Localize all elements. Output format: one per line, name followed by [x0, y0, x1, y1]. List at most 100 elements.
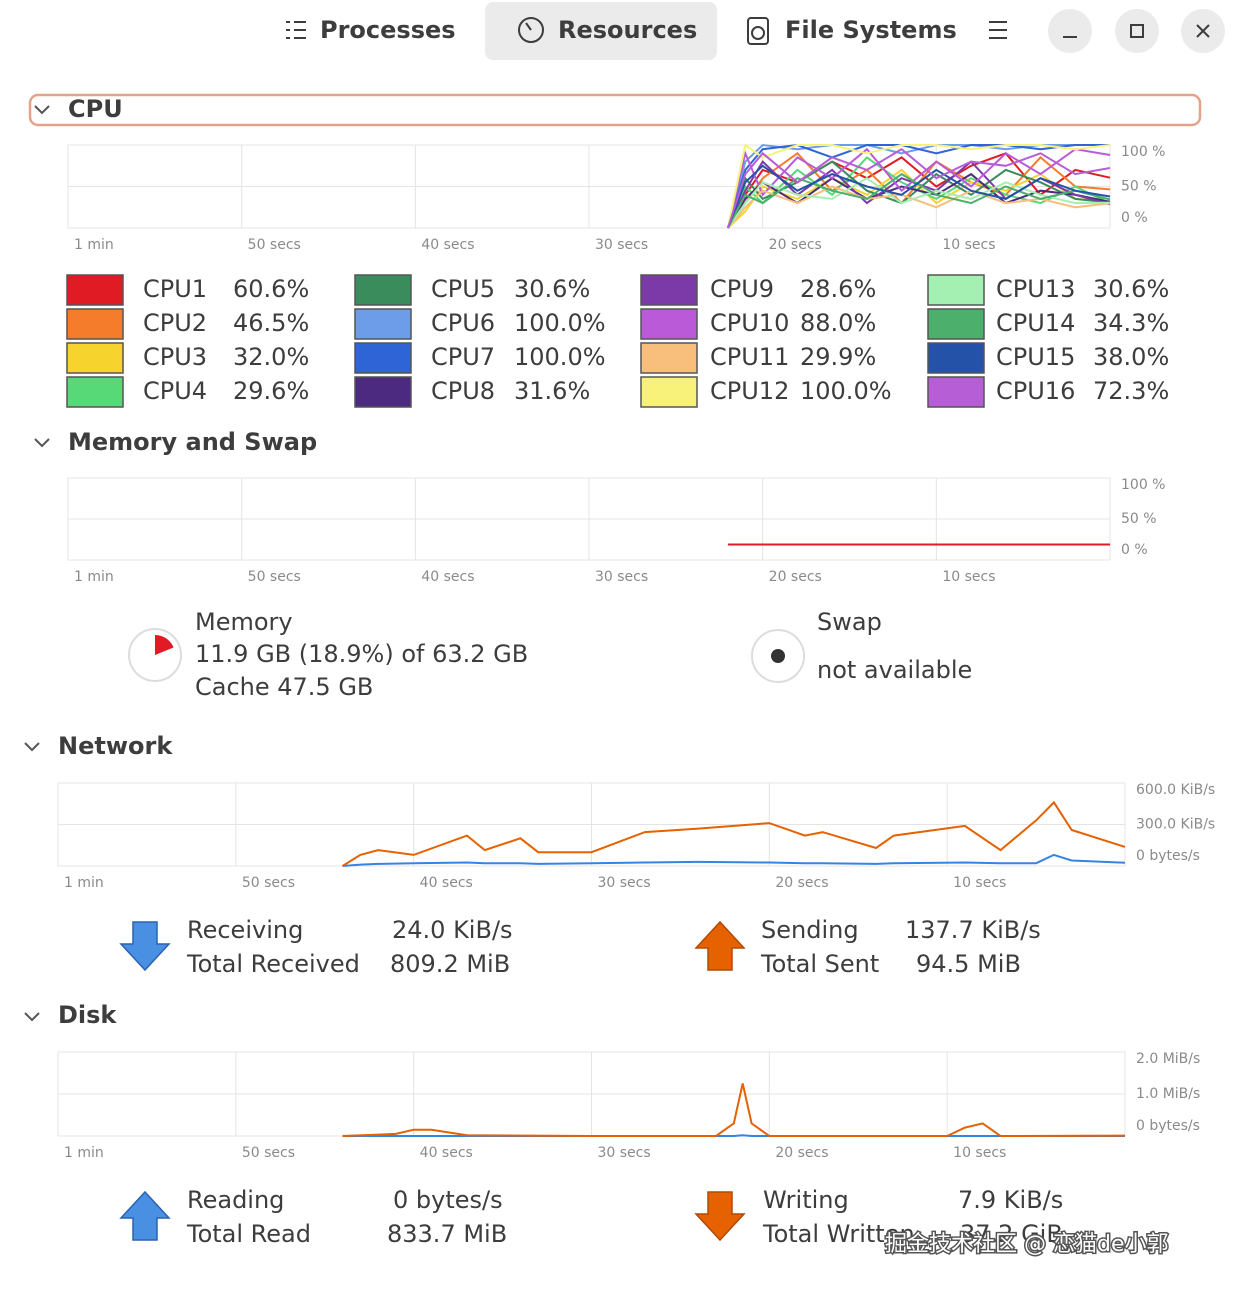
- tab[interactable]: Resources: [558, 16, 697, 44]
- series-line: [726, 164, 1111, 229]
- x-tick-label: 30 secs: [595, 569, 648, 585]
- x-tick-label: 20 secs: [775, 875, 828, 891]
- window-buttons[interactable]: [1048, 9, 1225, 53]
- y-tick-label: 100 %: [1121, 144, 1165, 160]
- legend-name: CPU15: [996, 343, 1075, 371]
- x-tick-label: 40 secs: [421, 237, 474, 253]
- series-line: [342, 1083, 1126, 1138]
- section-title[interactable]: Memory and Swap: [68, 428, 317, 456]
- legend-value: 46.5%: [233, 309, 309, 337]
- legend-value: 88.0%: [800, 309, 876, 337]
- x-tick-label: 50 secs: [248, 237, 301, 253]
- arrows: [119, 920, 746, 1242]
- y-tick-label: 50 %: [1121, 179, 1157, 195]
- y-tick-label: 0 %: [1121, 542, 1148, 558]
- tab[interactable]: File Systems: [785, 16, 957, 44]
- legend-swatch: [927, 308, 985, 340]
- legend-swatch: [354, 376, 412, 408]
- legend-name: CPU13: [996, 275, 1075, 303]
- value: 94.5 MiB: [916, 950, 1021, 978]
- legend-value: 32.0%: [233, 343, 309, 371]
- legend-name: CPU8: [431, 377, 495, 405]
- legend-swatch: [354, 274, 412, 306]
- legend-value: 72.3%: [1093, 377, 1169, 405]
- label: Memory: [195, 608, 293, 636]
- series-line: [726, 143, 1111, 229]
- legend-swatch: [354, 342, 412, 374]
- legend-name: CPU3: [143, 343, 207, 371]
- legend-name: CPU9: [710, 275, 774, 303]
- x-tick-label: 30 secs: [595, 237, 648, 253]
- active-tab-bg: [485, 2, 717, 60]
- y-tick-label: 2.0 MiB/s: [1136, 1051, 1200, 1067]
- tab[interactable]: Processes: [320, 16, 456, 44]
- value: 0 bytes/s: [393, 1186, 503, 1214]
- legend-name: CPU6: [431, 309, 495, 337]
- legend-value: 31.6%: [514, 377, 590, 405]
- x-tick-label: 10 secs: [953, 1145, 1006, 1161]
- label: Total Written: [762, 1220, 915, 1248]
- legend-name: CPU7: [431, 343, 495, 371]
- legend-name: CPU11: [710, 343, 789, 371]
- series-line: [342, 1134, 1125, 1137]
- y-tick-label: 50 %: [1121, 511, 1157, 527]
- series-line: [341, 800, 1126, 867]
- legend-value: 29.6%: [233, 377, 309, 405]
- y-tick-label: 100 %: [1121, 477, 1165, 493]
- x-tick-label: 30 secs: [598, 1145, 651, 1161]
- legend-swatch: [927, 274, 985, 306]
- x-tick-label: 1 min: [64, 875, 104, 891]
- legend-name: CPU5: [431, 275, 495, 303]
- legend-value: 34.3%: [1093, 309, 1169, 337]
- section-title[interactable]: CPU: [68, 95, 123, 123]
- legend-swatch: [66, 308, 124, 340]
- legend-value: 28.6%: [800, 275, 876, 303]
- series-line: [726, 147, 1111, 229]
- legend-name: CPU10: [710, 309, 789, 337]
- label: Total Sent: [760, 950, 879, 978]
- value: 24.0 KiB/s: [392, 916, 513, 944]
- label: Writing: [763, 1186, 849, 1214]
- x-tick-label: 10 secs: [942, 237, 995, 253]
- x-tick-label: 1 min: [64, 1145, 104, 1161]
- legend-swatch: [66, 376, 124, 408]
- y-tick-label: 300.0 KiB/s: [1136, 817, 1215, 833]
- series-line: [342, 853, 1126, 867]
- tab-icons: [286, 17, 1007, 45]
- x-tick-label: 10 secs: [953, 875, 1006, 891]
- legend-swatch: [640, 342, 698, 374]
- y-tick-label: 1.0 MiB/s: [1136, 1086, 1200, 1102]
- legend-value: 100.0%: [800, 377, 892, 405]
- x-tick-label: 50 secs: [242, 875, 295, 891]
- series-line: [727, 172, 1111, 229]
- legend-swatch: [927, 376, 985, 408]
- label: Sending: [761, 916, 859, 944]
- swap-dot: [771, 649, 785, 663]
- focus-ring: [28, 93, 1202, 127]
- legend-swatch: [640, 376, 698, 408]
- legend-name: CPU16: [996, 377, 1075, 405]
- label: Total Received: [186, 950, 360, 978]
- value: 809.2 MiB: [390, 950, 510, 978]
- label: Receiving: [187, 916, 303, 944]
- value: Cache 47.5 GB: [195, 673, 373, 701]
- legend-value: 29.9%: [800, 343, 876, 371]
- memory-pie: [155, 635, 174, 655]
- legend-name: CPU1: [143, 275, 207, 303]
- legend-swatch: [354, 308, 412, 340]
- x-tick-label: 1 min: [74, 237, 114, 253]
- y-tick-label: 0 bytes/s: [1136, 848, 1200, 864]
- y-tick-label: 0 %: [1121, 210, 1148, 226]
- series-line: [726, 147, 1111, 229]
- label: Total Read: [186, 1220, 311, 1248]
- y-tick-label: 600.0 KiB/s: [1136, 782, 1215, 798]
- x-tick-label: 40 secs: [420, 875, 473, 891]
- legend-name: CPU4: [143, 377, 207, 405]
- legend-name: CPU12: [710, 377, 789, 405]
- legend-swatch: [927, 342, 985, 374]
- legend-swatch: [66, 274, 124, 306]
- x-tick-label: 20 secs: [775, 1145, 828, 1161]
- x-tick-label: 20 secs: [769, 569, 822, 585]
- section-title[interactable]: Network: [58, 732, 173, 760]
- section-title[interactable]: Disk: [58, 1001, 117, 1029]
